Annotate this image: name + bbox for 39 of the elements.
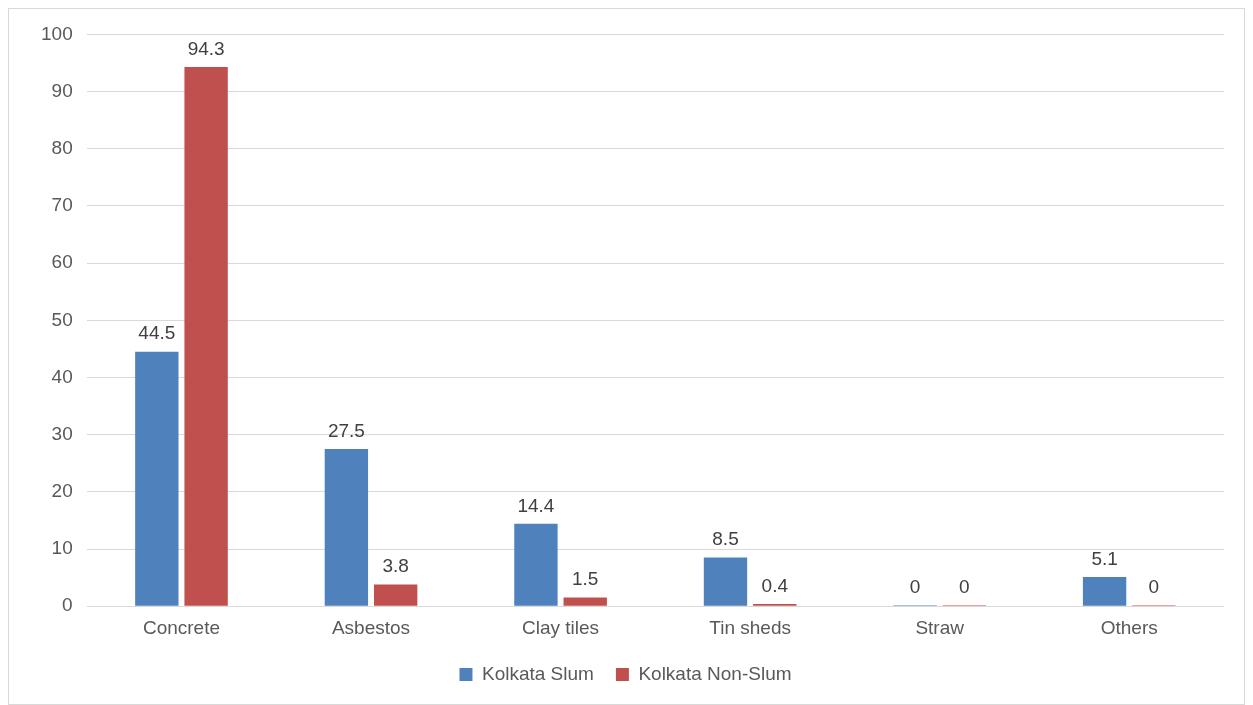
y-tick-label: 50 [51, 308, 73, 330]
bar [1082, 577, 1127, 606]
data-label: 14.4 [517, 494, 555, 516]
y-tick-label: 70 [51, 194, 73, 216]
legend-label: Kolkata Slum [481, 662, 594, 684]
x-tick-label: Others [1100, 616, 1158, 638]
y-tick-label: 90 [51, 79, 73, 101]
bar [135, 351, 179, 606]
data-label: 27.5 [327, 419, 365, 441]
data-label: 94.3 [187, 37, 225, 59]
x-tick-label: Tin sheds [709, 616, 791, 638]
x-tick-label: Straw [915, 616, 965, 638]
bar [324, 448, 369, 606]
y-tick-label: 10 [51, 537, 73, 559]
bar [184, 66, 228, 606]
x-tick-label: Clay tiles [522, 616, 600, 638]
bar [563, 597, 607, 606]
data-label: 8.5 [712, 528, 739, 550]
y-tick-label: 20 [51, 480, 73, 502]
data-label: 0 [909, 575, 921, 597]
data-label: 0.4 [761, 574, 789, 596]
data-label: 1.5 [572, 568, 599, 590]
data-label: 0 [959, 575, 970, 597]
bar [373, 584, 418, 606]
x-tick-label: Concrete [142, 616, 221, 638]
y-tick-label: 30 [51, 422, 73, 444]
y-tick-label: 100 [41, 22, 73, 44]
legend-label: Kolkata Non-Slum [638, 662, 792, 684]
bar [703, 557, 748, 606]
bar [514, 523, 558, 606]
data-label: 44.5 [138, 322, 176, 344]
data-label: 5.1 [1091, 547, 1118, 569]
y-tick-label: 0 [62, 594, 73, 616]
data-label: 0 [1148, 575, 1160, 597]
y-tick-label: 60 [51, 251, 73, 273]
y-tick-label: 80 [51, 136, 73, 158]
data-label: 3.8 [382, 555, 409, 577]
x-tick-label: Asbestos [331, 616, 411, 638]
y-tick-label: 40 [51, 365, 73, 387]
